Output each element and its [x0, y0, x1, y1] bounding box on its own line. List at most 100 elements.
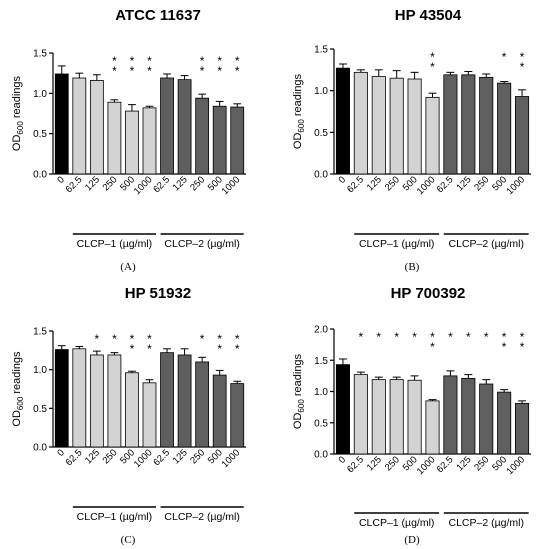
bar — [72, 77, 87, 175]
y-tick-label: 0.0 — [33, 443, 47, 454]
bar — [195, 361, 210, 448]
significance-marker: * — [235, 54, 240, 68]
bar — [107, 101, 122, 175]
bar — [107, 354, 122, 448]
y-tick-label: 0.0 — [314, 450, 328, 461]
bar — [515, 402, 530, 455]
y-axis-label: OD600 readings — [292, 73, 306, 149]
significance-marker: * — [147, 54, 152, 68]
x-tick-label: 250 — [383, 174, 402, 193]
bar — [497, 391, 512, 455]
x-tick-label: 1000 — [504, 174, 527, 197]
significance-marker: * — [520, 50, 525, 64]
significance-marker: * — [412, 330, 417, 344]
group-label: CLCP–1 (µg/ml) — [359, 238, 434, 250]
significance-marker: * — [200, 54, 205, 68]
x-tick-label: 0 — [55, 174, 67, 186]
significance-marker: * — [217, 64, 222, 78]
x-tick-label: 125 — [171, 447, 190, 466]
significance-marker: * — [520, 60, 525, 74]
x-tick-label: 62.5 — [345, 454, 366, 475]
bar — [160, 352, 174, 448]
chart-panel-4: HP 700392 OD600 readings 0.0 0.5 1.0 1.5 2.0 0 *… — [292, 285, 531, 546]
y-tick-label: 1.0 — [33, 365, 47, 376]
bar — [371, 379, 386, 455]
significance-marker: * — [217, 54, 222, 68]
group-label: CLCP–2 (µg/ml) — [164, 511, 239, 523]
bar — [212, 374, 227, 448]
significance-marker: * — [130, 342, 135, 356]
x-tick-label: 0 — [55, 447, 67, 459]
y-tick-label: 1.5 — [33, 327, 47, 338]
bar — [461, 74, 476, 175]
bar — [195, 97, 210, 175]
y-tick-label: 0.5 — [33, 129, 47, 140]
bar — [142, 382, 157, 448]
x-tick-label: 125 — [365, 454, 384, 473]
y-tick-label: 0.0 — [33, 170, 47, 181]
group-label: CLCP–2 (µg/ml) — [448, 238, 523, 250]
significance-marker: * — [359, 330, 364, 344]
bar — [335, 67, 350, 175]
bar — [443, 74, 458, 175]
significance-marker: * — [112, 332, 117, 346]
x-tick-label: 250 — [472, 174, 491, 193]
x-tick-label: 62.5 — [64, 447, 85, 468]
bar — [230, 106, 245, 175]
chart-title: ATCC 11637 — [115, 7, 201, 24]
y-tick-label: 0.5 — [314, 128, 328, 139]
significance-marker: * — [430, 330, 435, 344]
y-tick-label: 1.0 — [314, 387, 328, 398]
significance-marker: * — [200, 64, 205, 78]
panel-label: (A) — [120, 261, 136, 273]
group-label: CLCP–1 (µg/ml) — [77, 238, 152, 250]
bar — [142, 107, 157, 175]
significance-marker: * — [217, 342, 222, 356]
significance-marker: * — [502, 340, 507, 354]
x-tick-label: 125 — [83, 447, 102, 466]
y-tick-label: 2.0 — [314, 325, 328, 336]
chart-title: HP 43504 — [395, 7, 462, 24]
significance-marker: * — [376, 330, 381, 344]
bar — [461, 377, 476, 455]
x-tick-label: 125 — [83, 174, 102, 193]
group-label: CLCP–1 (µg/ml) — [359, 517, 434, 529]
significance-marker: * — [147, 64, 152, 78]
significance-marker: * — [448, 330, 453, 344]
x-tick-label: 1000 — [132, 174, 155, 197]
bar — [177, 79, 192, 175]
bar — [353, 374, 368, 455]
x-tick-label: 250 — [101, 174, 120, 193]
bar — [389, 77, 404, 175]
x-tick-label: 62.5 — [435, 174, 456, 195]
bar — [177, 354, 192, 448]
chart-title: HP 51932 — [125, 285, 191, 302]
significance-marker: * — [130, 332, 135, 346]
x-tick-label: 62.5 — [435, 454, 456, 475]
x-tick-label: 125 — [171, 174, 190, 193]
panel-label: (D) — [404, 534, 420, 546]
bar — [353, 71, 368, 175]
significance-marker: * — [430, 50, 435, 64]
x-tick-label: 1000 — [220, 174, 243, 197]
significance-marker: * — [112, 64, 117, 78]
significance-marker: * — [130, 64, 135, 78]
x-tick-label: 250 — [188, 447, 207, 466]
x-tick-label: 62.5 — [345, 174, 366, 195]
significance-marker: * — [502, 330, 507, 344]
bar — [515, 96, 530, 175]
significance-marker: * — [466, 330, 471, 344]
significance-marker: * — [200, 332, 205, 346]
significance-marker: * — [394, 330, 399, 344]
x-tick-label: 0 — [337, 454, 349, 466]
bar — [160, 77, 174, 175]
y-tick-label: 0.5 — [314, 418, 328, 429]
significance-marker: * — [112, 54, 117, 68]
y-tick-label: 0.5 — [33, 404, 47, 415]
x-tick-label: 250 — [101, 447, 120, 466]
x-tick-label: 62.5 — [64, 174, 85, 195]
panel-label: (C) — [121, 534, 136, 546]
